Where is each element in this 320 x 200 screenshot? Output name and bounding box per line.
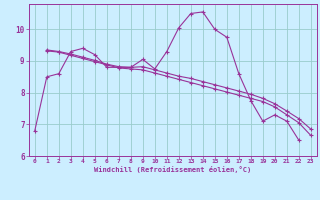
- X-axis label: Windchill (Refroidissement éolien,°C): Windchill (Refroidissement éolien,°C): [94, 166, 252, 173]
